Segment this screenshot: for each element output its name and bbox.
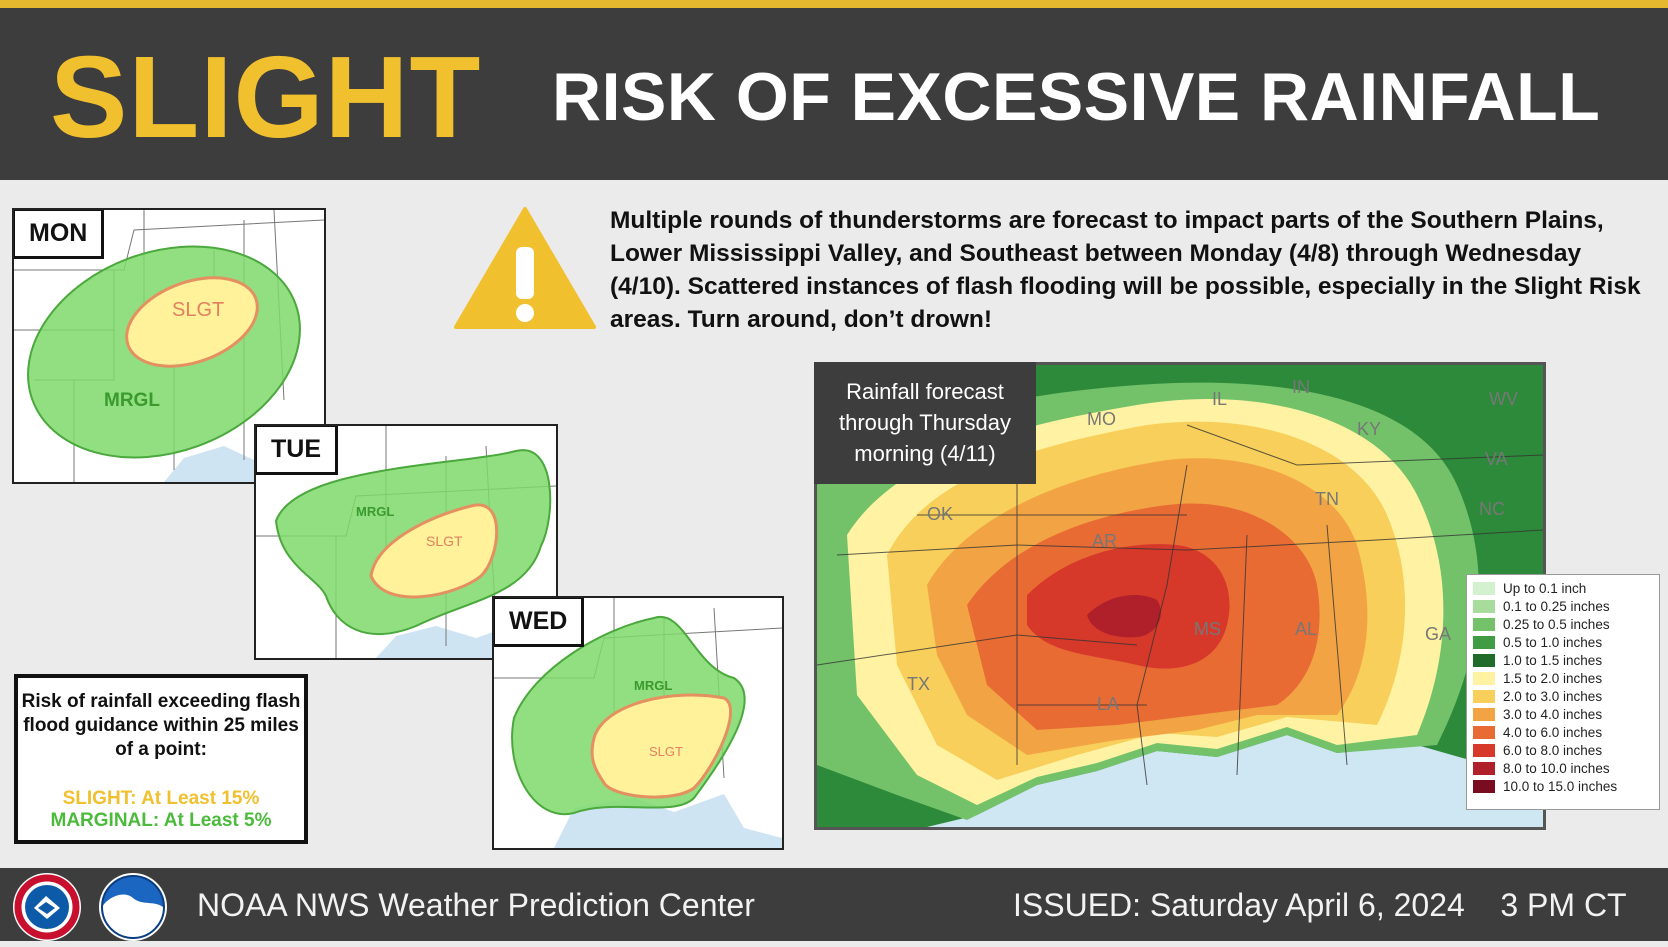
- state-label-nc: NC: [1479, 499, 1505, 519]
- state-label-tx: TX: [907, 674, 930, 694]
- legend-swatch: [1473, 779, 1495, 793]
- rainfall-legend: Up to 0.1 inch 0.1 to 0.25 inches 0.25 to …: [1466, 574, 1660, 810]
- page-title: RISK OF EXCESSIVE RAINFALL: [552, 59, 1601, 135]
- legend-label: 0.5 to 1.0 inches: [1503, 634, 1603, 650]
- state-label-ok: OK: [927, 504, 953, 524]
- wed-outlook-map: SLGT MRGL WED: [492, 596, 784, 850]
- legend-swatch: [1473, 599, 1495, 613]
- legend-swatch: [1473, 671, 1495, 685]
- rainfall-map-graphic: MO IL IN KY WV VA TN NC OK AR MS AL GA T…: [817, 365, 1543, 827]
- legend-swatch: [1473, 581, 1495, 595]
- rainfall-forecast-map: MO IL IN KY WV VA TN NC OK AR MS AL GA T…: [814, 362, 1546, 830]
- legend-swatch: [1473, 725, 1495, 739]
- legend-item: 3.0 to 4.0 inches: [1467, 705, 1659, 723]
- state-label-la: LA: [1097, 694, 1119, 714]
- state-label-in: IN: [1292, 377, 1310, 397]
- legend-swatch: [1473, 761, 1495, 775]
- legend-label: 10.0 to 15.0 inches: [1503, 778, 1618, 794]
- legend-label: 6.0 to 8.0 inches: [1503, 742, 1603, 758]
- state-label-tn: TN: [1315, 489, 1339, 509]
- legend-label: 8.0 to 10.0 inches: [1503, 760, 1610, 776]
- wed-map-graphic: SLGT MRGL: [494, 598, 782, 848]
- risk-key-description: Risk of rainfall exceeding flash flood g…: [21, 691, 301, 760]
- legend-swatch: [1473, 617, 1495, 631]
- nws-logo-icon: [12, 872, 82, 942]
- state-label-wv: WV: [1489, 389, 1518, 409]
- state-label-al: AL: [1295, 619, 1317, 639]
- legend-label: 3.0 to 4.0 inches: [1503, 706, 1603, 722]
- risk-level-title: SLIGHT: [50, 32, 482, 162]
- mon-slight-label: SLGT: [172, 299, 224, 321]
- legend-label: 0.25 to 0.5 inches: [1503, 616, 1610, 632]
- footer-bar: NOAA NWS Weather Prediction Center ISSUE…: [0, 868, 1668, 941]
- footer-organization: NOAA NWS Weather Prediction Center: [197, 887, 755, 923]
- rainfall-forecast-title: Rainfall forecast through Thursday morni…: [814, 362, 1036, 484]
- legend-label: 1.0 to 1.5 inches: [1503, 652, 1603, 668]
- legend-item: 4.0 to 6.0 inches: [1467, 723, 1659, 741]
- legend-swatch: [1473, 707, 1495, 721]
- legend-item: 8.0 to 10.0 inches: [1467, 759, 1659, 777]
- noaa-logo-icon: [98, 872, 168, 942]
- wed-marginal-label: MRGL: [634, 678, 672, 693]
- forecast-description: Multiple rounds of thunderstorms are for…: [610, 207, 1641, 333]
- mon-marginal-label: MRGL: [104, 390, 160, 411]
- risk-key-marginal: MARGINAL: At Least 5%: [50, 810, 272, 831]
- legend-item: 2.0 to 3.0 inches: [1467, 687, 1659, 705]
- state-label-mo: MO: [1087, 409, 1116, 429]
- legend-swatch: [1473, 743, 1495, 757]
- mon-day-label: MON: [14, 210, 105, 259]
- legend-item: 0.25 to 0.5 inches: [1467, 615, 1659, 633]
- legend-swatch: [1473, 635, 1495, 649]
- warning-triangle-icon: [452, 205, 598, 336]
- legend-swatch: [1473, 653, 1495, 667]
- wed-slight-label: SLGT: [649, 744, 683, 759]
- legend-label: 1.5 to 2.0 inches: [1503, 670, 1603, 686]
- state-label-ga: GA: [1425, 624, 1451, 644]
- risk-key-box: Risk of rainfall exceeding flash flood g…: [14, 674, 308, 844]
- tue-slight-label: SLGT: [426, 533, 463, 549]
- risk-key-slight: SLIGHT: At Least 15%: [62, 788, 260, 809]
- legend-label: 4.0 to 6.0 inches: [1503, 724, 1603, 740]
- footer-issued-time: ISSUED: Saturday April 6, 2024 3 PM CT: [1013, 887, 1627, 923]
- legend-item: 0.1 to 0.25 inches: [1467, 597, 1659, 615]
- state-label-va: VA: [1485, 449, 1508, 469]
- legend-item: 10.0 to 15.0 inches: [1467, 777, 1659, 795]
- legend-label: Up to 0.1 inch: [1503, 580, 1587, 596]
- tue-marginal-label: MRGL: [356, 504, 394, 519]
- legend-item: 6.0 to 8.0 inches: [1467, 741, 1659, 759]
- tue-day-label: TUE: [256, 426, 338, 475]
- legend-label: 2.0 to 3.0 inches: [1503, 688, 1603, 704]
- wed-day-label: WED: [494, 598, 585, 647]
- legend-item: 1.0 to 1.5 inches: [1467, 651, 1659, 669]
- legend-item: 0.5 to 1.0 inches: [1467, 633, 1659, 651]
- legend-swatch: [1473, 689, 1495, 703]
- state-label-ms: MS: [1194, 619, 1221, 639]
- legend-item: Up to 0.1 inch: [1467, 579, 1659, 597]
- legend-label: 0.1 to 0.25 inches: [1503, 598, 1610, 614]
- top-accent-line: [0, 0, 1668, 8]
- legend-item: 1.5 to 2.0 inches: [1467, 669, 1659, 687]
- state-label-ky: KY: [1357, 419, 1381, 439]
- state-label-ar: AR: [1092, 531, 1117, 551]
- header-banner: SLIGHT RISK OF EXCESSIVE RAINFALL: [0, 8, 1668, 180]
- state-label-il: IL: [1212, 389, 1227, 409]
